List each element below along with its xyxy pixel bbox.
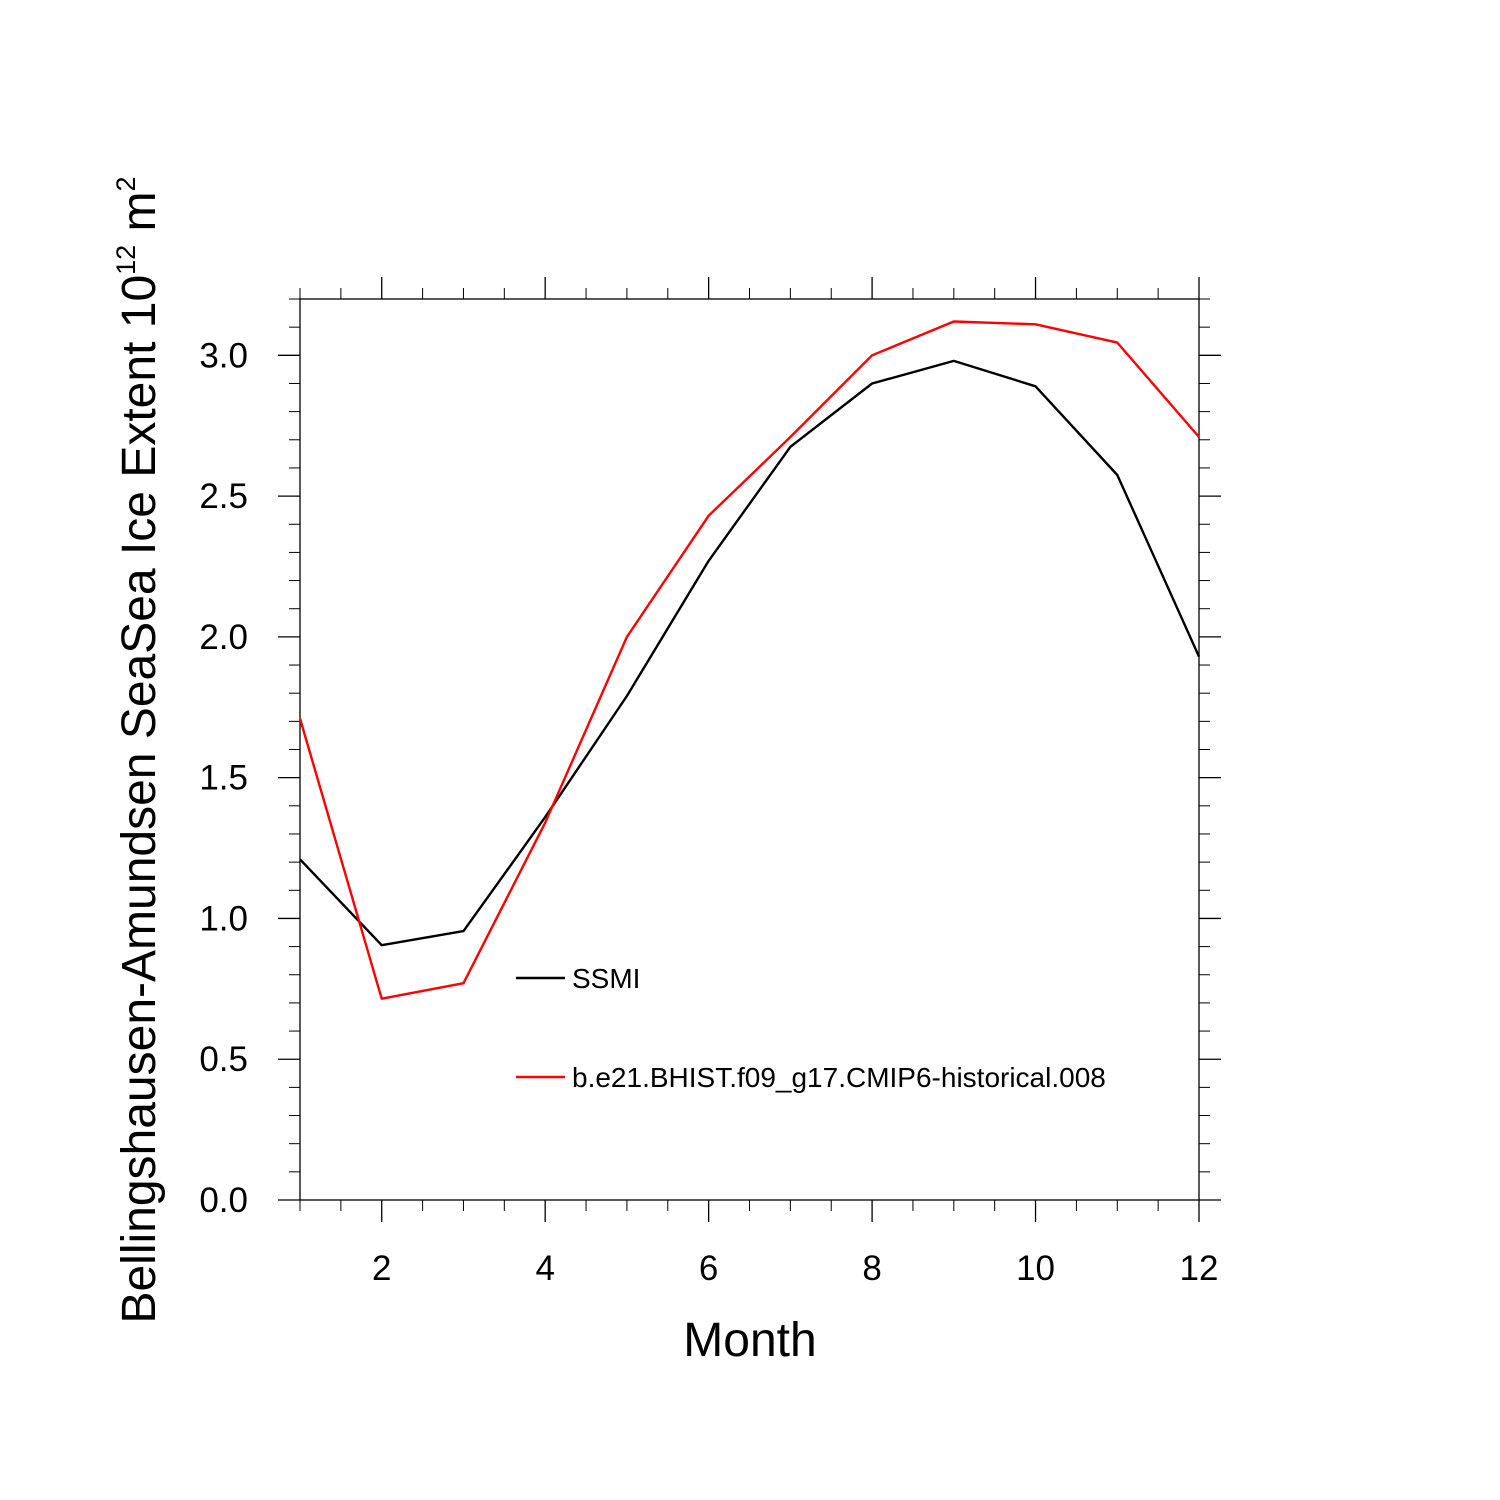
- y-axis-title-main: Bellingshausen-Amundsen SeaSea Ice Exten…: [113, 275, 166, 1324]
- x-axis-title: Month: [683, 1314, 816, 1367]
- y-axis-title: Bellingshausen-Amundsen SeaSea Ice Exten…: [111, 176, 166, 1323]
- major-ticks: [278, 277, 1221, 1222]
- plot-frame: [299, 298, 1200, 1201]
- legend-label: SSMI: [572, 963, 640, 994]
- y-axis-title-unit: m: [113, 191, 166, 244]
- y-tick-label: 1.0: [199, 899, 248, 938]
- x-tick-label: 8: [862, 1249, 881, 1288]
- minor-ticks: [289, 288, 1210, 1211]
- x-tick-label: 10: [1016, 1249, 1055, 1288]
- x-tick-label: 2: [372, 1249, 391, 1288]
- y-tick-label: 1.5: [199, 759, 248, 798]
- series-line: [299, 359, 1201, 947]
- y-tick-labels: 0.0 0.5 1.0 1.5 2.0 2.5 3.0: [199, 336, 248, 1220]
- legend-label: b.e21.BHIST.f09_g17.CMIP6-historical.008: [572, 1062, 1106, 1093]
- legend: SSMI b.e21.BHIST.f09_g17.CMIP6-historical…: [516, 963, 1106, 1093]
- y-tick-label: 2.0: [199, 618, 248, 657]
- y-tick-label: 3.0: [199, 336, 248, 375]
- y-axis-title-unit-exponent: 2: [111, 176, 141, 191]
- series-layer: [298, 320, 1201, 1000]
- x-tick-labels: 2 4 6 8 10 12: [372, 1249, 1218, 1288]
- series-line: [298, 320, 1200, 1000]
- y-tick-label: 2.5: [199, 477, 248, 516]
- x-tick-label: 4: [535, 1249, 554, 1288]
- y-tick-label: 0.0: [199, 1181, 248, 1220]
- y-tick-label: 0.5: [199, 1040, 248, 1079]
- x-tick-label: 6: [699, 1249, 718, 1288]
- y-axis-title-exponent: 12: [111, 245, 141, 275]
- x-tick-label: 12: [1180, 1249, 1219, 1288]
